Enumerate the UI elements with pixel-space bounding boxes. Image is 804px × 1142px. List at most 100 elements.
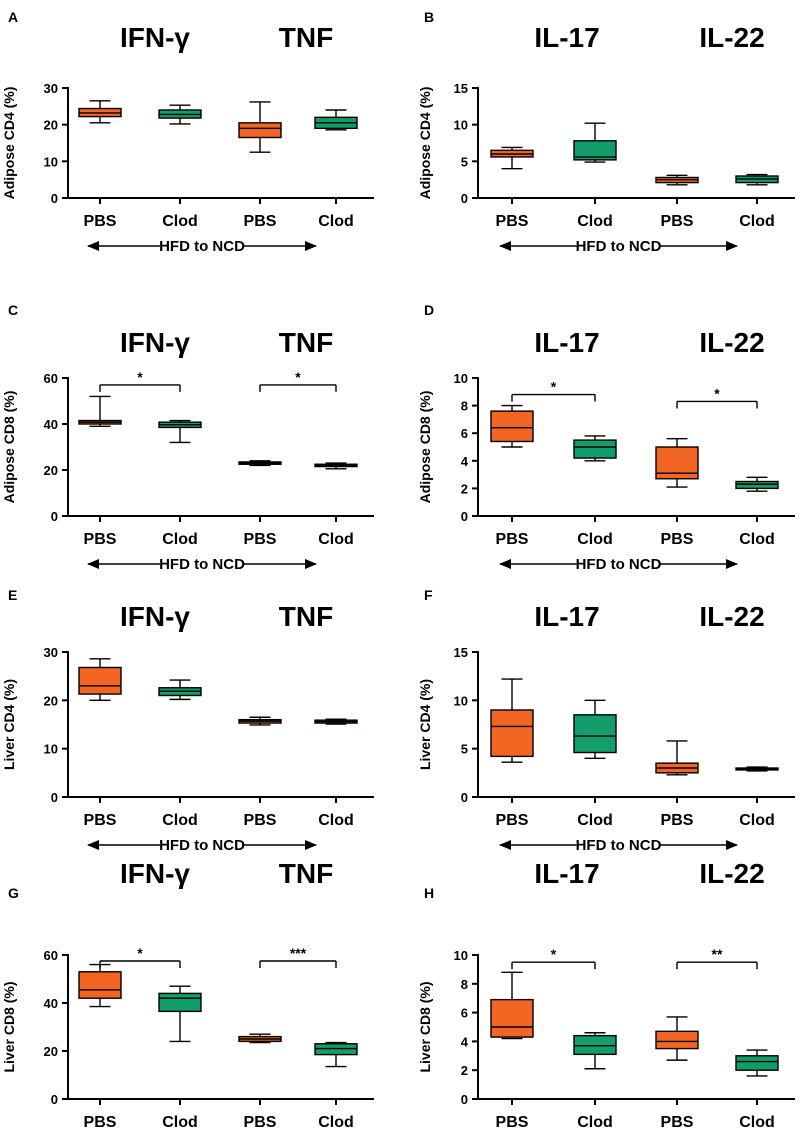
- panel-b: B IL-17 IL-22 Adipose CD4 (%) 0 5 10 15 PBS Clod P…: [417, 9, 795, 255]
- iqr-box: [735, 1055, 779, 1071]
- y-tick-label: 0: [51, 191, 58, 206]
- panel-g: G IFN-γ TNF Liver CD8 (%) 0 20 40 60 PBS Clod PBS C…: [1, 858, 374, 1142]
- arrow-label-bg: [576, 555, 661, 573]
- panel-d: D IL-17 IL-22 Adipose CD8 (%) 0 2 4 6 8 10 PBS Clod…: [417, 302, 795, 573]
- x-tick-label: PBS: [84, 531, 117, 548]
- box-clod: [158, 419, 202, 444]
- significance-bracket: *: [99, 369, 181, 392]
- significance-bracket: *: [676, 385, 758, 409]
- significance-label: *: [551, 379, 557, 395]
- x-tick-label: PBS: [244, 531, 277, 548]
- cytokine-title: IL-22: [699, 327, 764, 358]
- cytokine-title: IL-17: [534, 601, 599, 632]
- x-tick-label: Clod: [162, 812, 198, 829]
- box-pbs: [238, 460, 282, 467]
- y-tick-label: 15: [454, 645, 468, 660]
- significance-bracket: *: [511, 379, 596, 402]
- x-tick-label: Clod: [577, 812, 613, 829]
- box-clod: [573, 699, 617, 760]
- y-axis-label: Adipose CD8 (%): [1, 391, 17, 504]
- box-clod: [573, 435, 617, 462]
- x-tick-label: Clod: [318, 213, 354, 230]
- y-tick-label: 2: [461, 481, 468, 496]
- iqr-box: [158, 992, 202, 1013]
- significance-label: **: [712, 946, 723, 962]
- box-pbs: [490, 146, 534, 170]
- arrow-label-bg: [576, 836, 661, 854]
- panel-letter: D: [424, 302, 434, 318]
- x-tick-label: PBS: [496, 1114, 529, 1131]
- box-clod: [158, 104, 202, 125]
- significance-bracket: *: [259, 369, 337, 392]
- x-tick-label: Clod: [162, 213, 198, 230]
- box-pbs: [78, 963, 122, 1008]
- y-tick-label: 10: [454, 371, 468, 386]
- arrow-label: HFD to NCD: [159, 238, 245, 255]
- x-tick-label: Clod: [162, 531, 198, 548]
- box-pbs: [238, 101, 282, 153]
- arrow-label: HFD to NCD: [159, 1139, 245, 1142]
- cytokine-title: IFN-γ: [120, 22, 190, 53]
- box-pbs: [490, 678, 534, 763]
- cytokine-title: IFN-γ: [120, 858, 190, 889]
- y-tick-label: 10: [44, 742, 58, 757]
- y-axis-label: Adipose CD4 (%): [1, 87, 17, 200]
- box-pbs: [78, 100, 122, 124]
- y-tick-label: 15: [454, 81, 468, 96]
- panel-letter: E: [8, 587, 17, 603]
- iqr-box: [78, 971, 122, 999]
- x-tick-label: PBS: [496, 812, 529, 829]
- y-tick-label: 5: [461, 742, 468, 757]
- cytokine-title: TNF: [279, 601, 333, 632]
- panel-letter: A: [8, 9, 18, 25]
- y-tick-label: 10: [44, 154, 58, 169]
- iqr-box: [573, 1034, 617, 1056]
- y-tick-label: 8: [461, 977, 468, 992]
- x-tick-label: PBS: [244, 213, 277, 230]
- box-clod: [735, 476, 779, 492]
- y-tick-label: 0: [51, 509, 58, 524]
- y-tick-label: 40: [44, 996, 58, 1011]
- treatment-arrow: HFD to NCD: [499, 836, 738, 854]
- box-clod: [314, 1041, 358, 1068]
- y-axis-label: Liver CD8 (%): [417, 981, 433, 1072]
- x-tick-label: PBS: [661, 213, 694, 230]
- iqr-box: [78, 666, 122, 695]
- iqr-box: [573, 714, 617, 754]
- cytokine-title: TNF: [279, 858, 333, 889]
- y-tick-label: 20: [44, 1044, 58, 1059]
- box-pbs: [490, 971, 534, 1040]
- iqr-box: [238, 122, 282, 139]
- iqr-box: [655, 1030, 699, 1050]
- treatment-arrow: HFD to NCD: [576, 1138, 662, 1142]
- y-tick-label: 20: [44, 118, 58, 133]
- arrow-label: HFD to NCD: [576, 238, 662, 255]
- significance-bracket: ***: [259, 945, 337, 968]
- cytokine-title: IL-17: [534, 327, 599, 358]
- significance-bracket: **: [676, 946, 758, 970]
- treatment-arrow: HFD to NCD: [87, 555, 317, 573]
- y-tick-label: 30: [44, 81, 58, 96]
- treatment-arrow: HFD to NCD: [87, 836, 317, 854]
- x-tick-label: Clod: [577, 1114, 613, 1131]
- cytokine-title: IFN-γ: [120, 601, 190, 632]
- cytokine-title: IL-22: [699, 22, 764, 53]
- x-tick-label: Clod: [739, 812, 775, 829]
- y-tick-label: 0: [461, 790, 468, 805]
- iqr-box: [490, 998, 534, 1038]
- x-tick-label: Clod: [739, 1114, 775, 1131]
- cytokine-title: IL-17: [534, 22, 599, 53]
- y-tick-label: 6: [461, 1006, 468, 1021]
- x-tick-label: PBS: [496, 531, 529, 548]
- x-tick-label: Clod: [739, 531, 775, 548]
- arrow-label: HFD to NCD: [576, 556, 662, 573]
- panel-letter: C: [8, 302, 18, 318]
- x-tick-label: PBS: [661, 812, 694, 829]
- treatment-arrow: HFD to NCD: [499, 555, 738, 573]
- y-axis-label: Adipose CD8 (%): [417, 391, 433, 504]
- y-axis-label: Liver CD4 (%): [417, 679, 433, 770]
- y-tick-label: 5: [461, 154, 468, 169]
- box-clod: [314, 718, 358, 725]
- y-tick-label: 10: [454, 118, 468, 133]
